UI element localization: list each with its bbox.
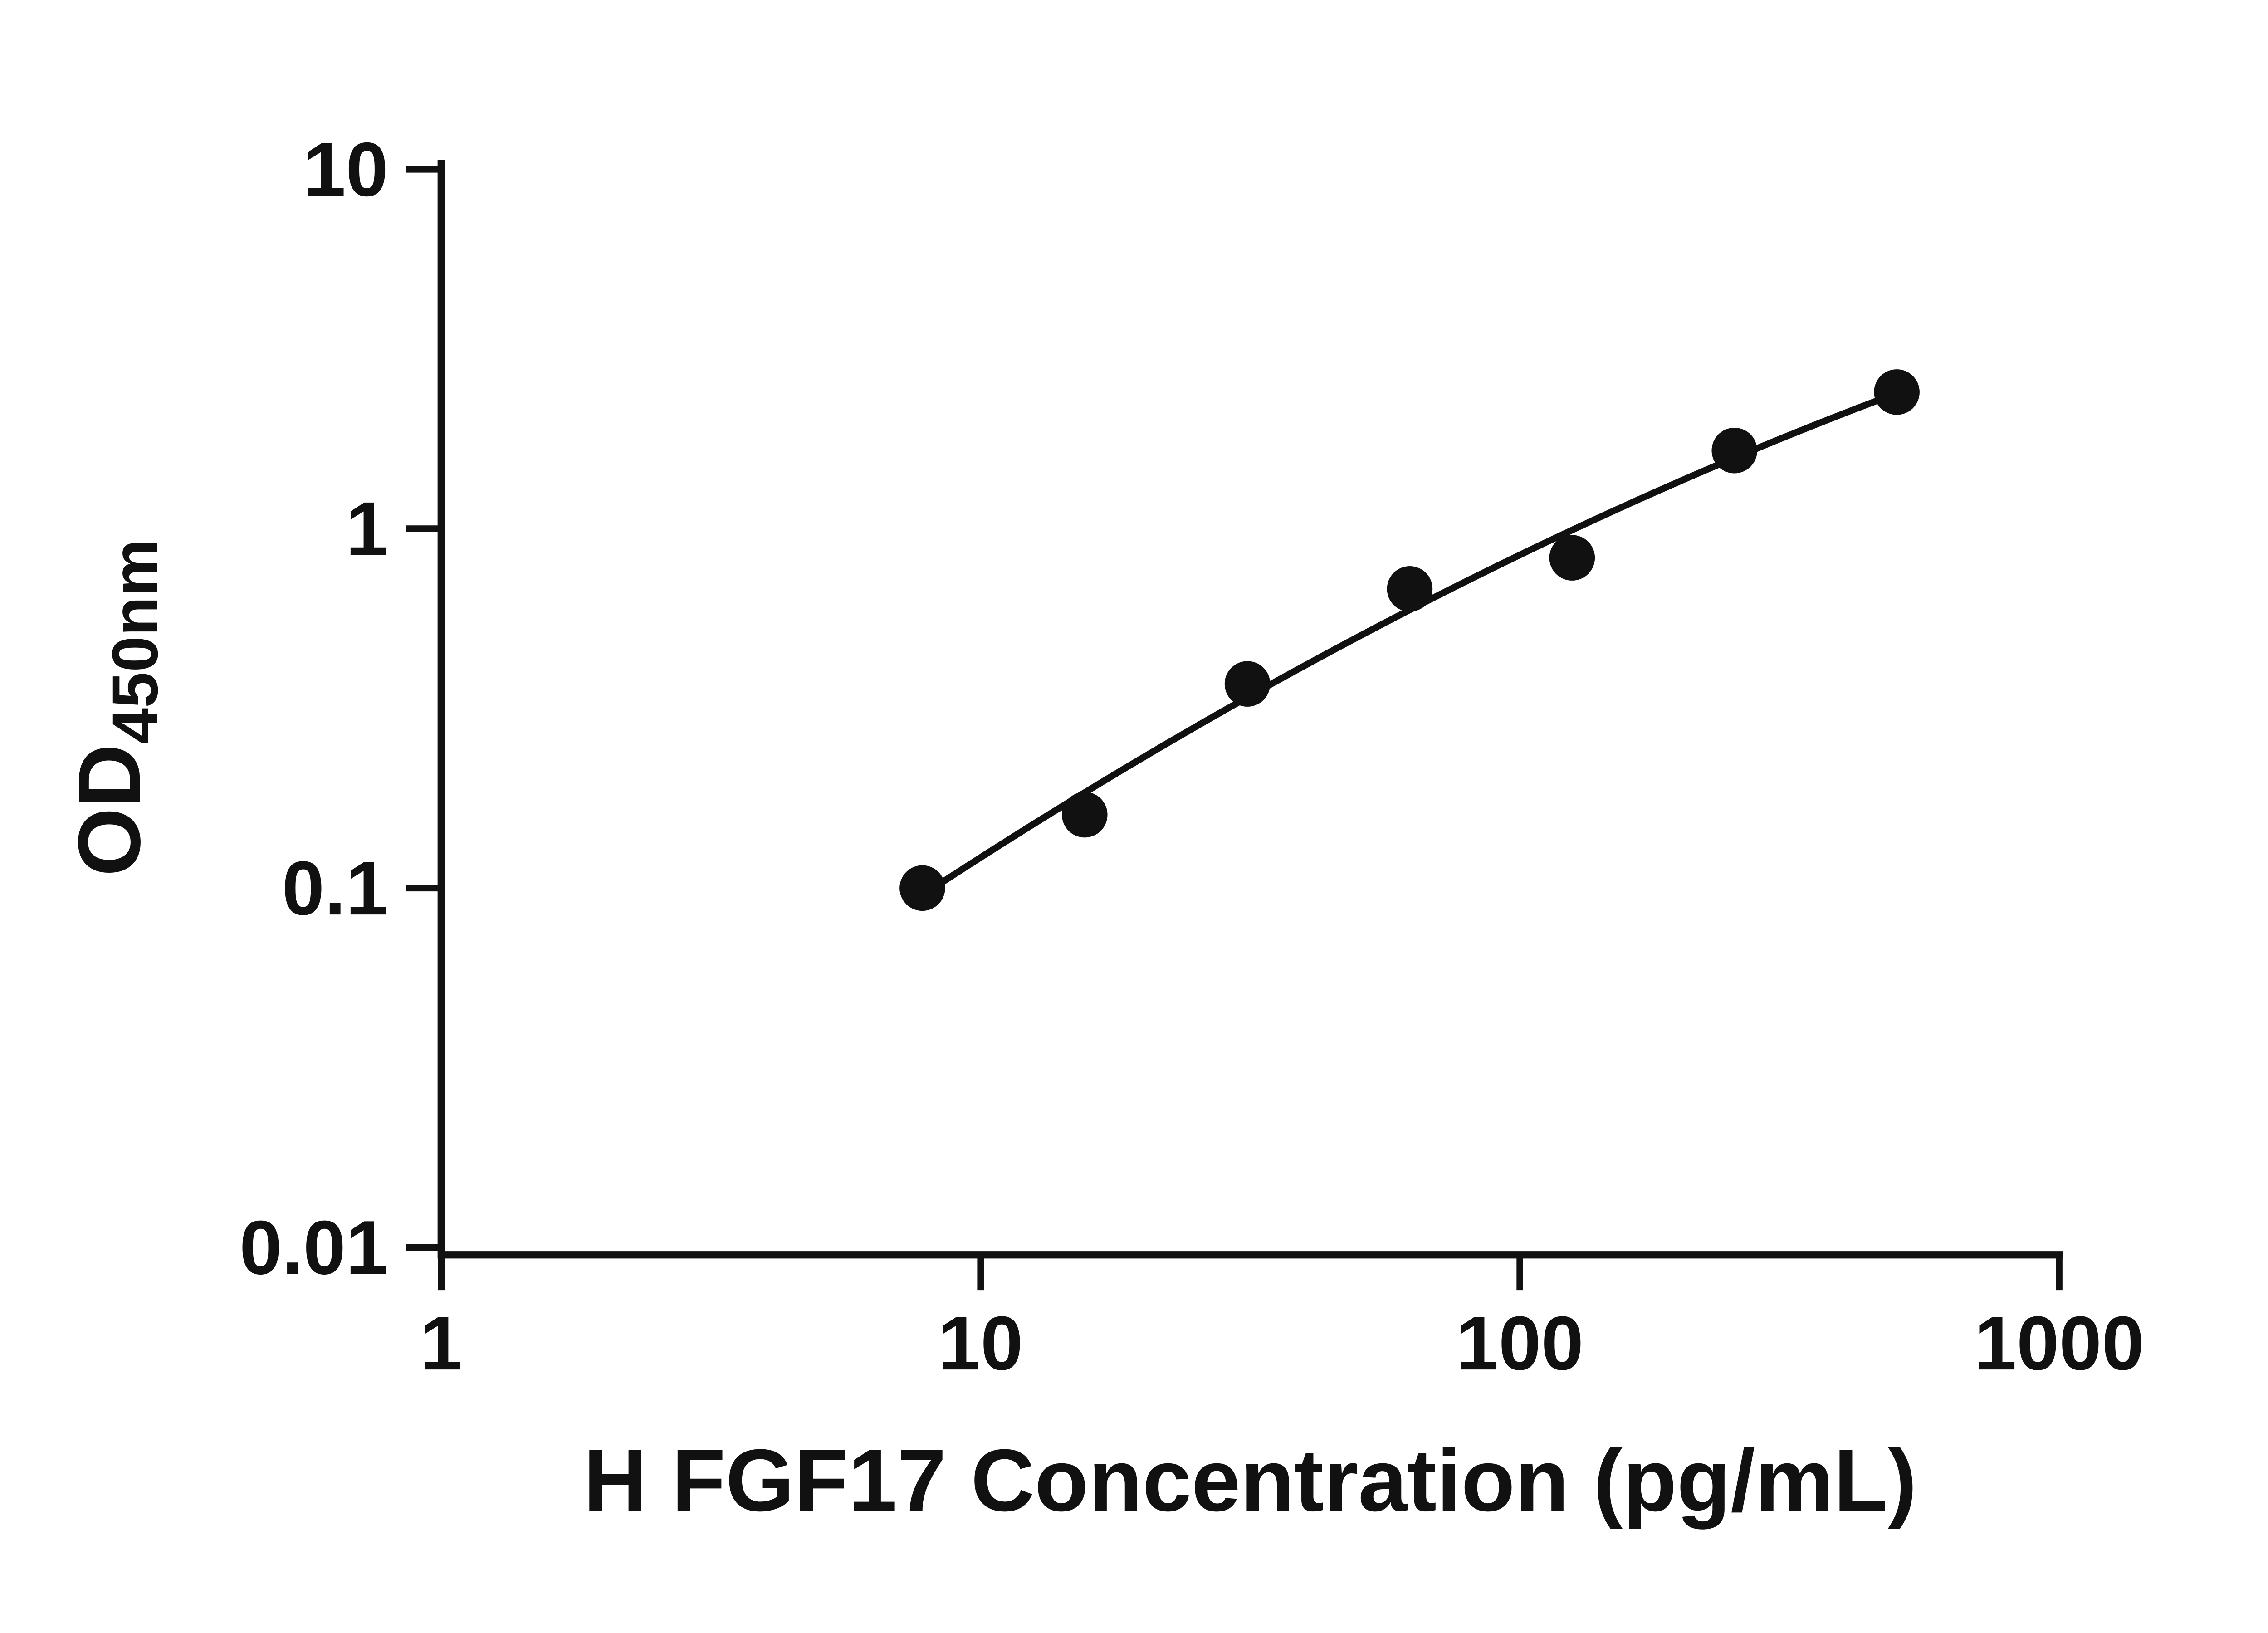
y-tick-label: 10 [303,127,388,212]
data-point [1062,792,1108,838]
chart-background [0,22,2268,1611]
x-tick-label: 1000 [1974,1300,2144,1386]
data-point [1387,566,1433,612]
y-axis-title-main: OD [60,744,159,876]
y-tick-label: 0.01 [240,1204,388,1290]
x-tick-label: 100 [1456,1300,1584,1386]
data-point [1224,661,1271,707]
data-point [899,865,945,911]
y-axis-title: OD450nm [60,539,171,876]
y-axis-title-subscript: 450nm [99,539,171,744]
data-point [1711,427,1757,474]
x-tick-label: 10 [938,1300,1023,1386]
x-tick-label: 1 [420,1300,463,1386]
data-point [1874,369,1920,415]
plot-area: 0.01 0.1 1 10 1 10 100 1000 [240,127,2144,1386]
x-axis-title: H FGF17 Concentration (pg/mL) [583,1431,1917,1530]
y-tick-label: 0.1 [282,845,388,931]
data-point [1549,535,1595,581]
y-tick-label: 1 [346,486,388,572]
